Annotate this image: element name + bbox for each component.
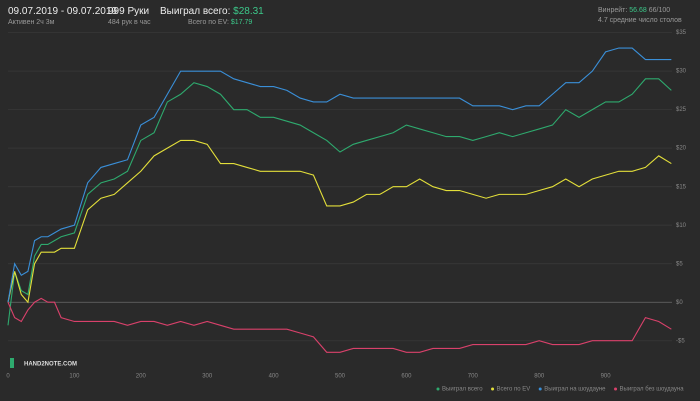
legend-label: Выиграл всего [442, 387, 483, 393]
x-tick-label: 900 [601, 374, 612, 380]
label: Винрейт: [598, 7, 628, 14]
y-tick-label: $35 [676, 30, 687, 36]
y-tick-label: $20 [676, 146, 687, 152]
legend-label: Выиграл на шоудауне [544, 387, 606, 393]
label: Выиграл всего: [160, 6, 231, 17]
value: 56.68 [629, 7, 647, 14]
legend-dot [436, 387, 440, 391]
x-tick-label: 500 [335, 374, 346, 380]
x-tick-label: 400 [269, 374, 280, 380]
legend-dot [614, 387, 618, 391]
x-tick-label: 200 [136, 374, 147, 380]
series-line [7, 78, 672, 326]
x-tick-label: 0 [6, 374, 10, 380]
legend-dot [538, 387, 542, 391]
x-tick-label: 800 [534, 374, 545, 380]
unit: 66/100 [648, 7, 671, 14]
series-line [7, 297, 672, 353]
y-tick-label: $15 [676, 184, 687, 190]
ev-total: Всего по EV: $17.79 [188, 19, 252, 26]
legend-dot [491, 387, 495, 391]
tables: 4.7 средние число столов [598, 17, 682, 24]
y-tick-label: $0 [676, 300, 683, 306]
y-tick-label: $10 [676, 223, 687, 229]
winrate: Винрейт: 56.68 66/100 [598, 7, 670, 14]
won-total: Выиграл всего: $28.31 [160, 6, 264, 17]
y-tick-label: $25 [676, 107, 687, 113]
series-line [7, 47, 672, 303]
logo-icon [10, 358, 14, 368]
hands: 999 Руки [108, 6, 150, 17]
x-tick-label: 300 [202, 374, 213, 380]
label: Всего по EV: [188, 19, 229, 26]
y-tick-label: $5 [676, 261, 683, 267]
hands-per-hour: 484 рук в час [108, 19, 151, 26]
x-tick-label: 600 [401, 374, 412, 380]
value: $28.31 [233, 6, 264, 17]
logo: HAND2NOTE.COM [24, 362, 77, 368]
y-tick-label: $30 [676, 69, 687, 75]
legend-label: Выиграл без шоудауна [620, 387, 685, 393]
series-line [7, 139, 672, 304]
y-tick-label: -$5 [676, 338, 685, 344]
x-tick-label: 700 [468, 374, 479, 380]
date-range: 09.07.2019 - 09.07.2019 [8, 6, 117, 17]
value: $17.79 [230, 19, 253, 26]
legend-label: Всего по EV [497, 387, 531, 393]
active-time: Активен 2ч 3м [8, 19, 55, 26]
x-tick-label: 100 [69, 374, 80, 380]
